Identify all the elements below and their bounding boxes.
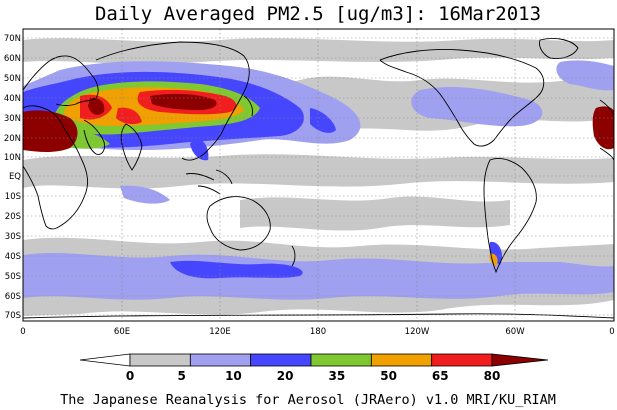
colorbar-swatch — [491, 353, 549, 367]
asia-coast — [95, 41, 250, 161]
lat-label: 30N — [4, 114, 21, 124]
colorbar-swatch — [79, 353, 131, 367]
lon-label: 60W — [505, 327, 525, 337]
colorbar-swatch — [129, 353, 191, 367]
lat-label: 20N — [4, 134, 21, 144]
europe-coast — [23, 55, 99, 106]
lat-label: 60S — [5, 292, 21, 302]
greenland-coast — [539, 37, 579, 59]
indonesia-coast — [185, 169, 233, 195]
map-title: Daily Averaged PM2.5 [ug/m3]: 16Mar2013 — [95, 3, 541, 25]
lat-label: 50S — [5, 272, 21, 282]
lat-lon-gridlines — [23, 29, 614, 321]
colorbar-swatch — [370, 353, 433, 367]
colorbar-swatch — [189, 353, 252, 367]
lat-label: 40N — [4, 94, 21, 104]
colorbar-swatches — [79, 353, 549, 367]
australia-coast — [206, 196, 271, 251]
lon-label: 0 — [609, 327, 614, 337]
lat-label: 10N — [4, 153, 21, 163]
japan-coast — [243, 95, 253, 117]
lat-label: 30S — [5, 232, 21, 242]
colorbar-tick-label: 35 — [329, 369, 346, 383]
colorbar-labels: 0 5 10 20 35 50 65 80 — [126, 369, 501, 383]
lat-label: 50N — [4, 74, 21, 84]
north-america-coast — [379, 49, 545, 147]
lat-axis: 70N 60N 50N 40N 30N 20N 10N EQ 10S 20S 3… — [4, 34, 21, 321]
lat-label: EQ — [9, 172, 21, 182]
arabia-coast — [83, 119, 105, 155]
map-plot-area — [23, 29, 614, 321]
lat-label: 70S — [5, 311, 21, 321]
colorbar-tick-label: 65 — [432, 369, 449, 383]
lat-label: 70N — [4, 34, 21, 44]
antarctica-coast — [23, 313, 614, 319]
lat-label: 60N — [4, 54, 21, 64]
colorbar-tick-label: 80 — [484, 369, 501, 383]
colorbar-swatch — [250, 353, 312, 367]
credit-line: The Japanese Reanalysis for Aerosol (JRA… — [60, 392, 556, 408]
lat-label: 40S — [5, 252, 21, 262]
africa-coast-east-edge — [599, 99, 614, 161]
africa-coast — [23, 105, 89, 230]
pm25-darkred-field — [23, 93, 614, 152]
lon-label: 0 — [20, 327, 25, 337]
lon-label: 60E — [114, 327, 130, 337]
lat-label: 10S — [5, 192, 21, 202]
colorbar-tick-label: 50 — [380, 369, 397, 383]
colorbar-tick-label: 5 — [178, 369, 186, 383]
coastlines — [23, 37, 614, 319]
lat-label: 20S — [5, 212, 21, 222]
lon-label: 120E — [209, 327, 231, 337]
map-frame — [22, 28, 615, 322]
colorbar-tick-label: 20 — [277, 369, 294, 383]
lon-label: 120W — [405, 327, 430, 337]
colorbar-tick-label: 10 — [225, 369, 242, 383]
colorbar-swatch — [310, 353, 372, 367]
lon-label: 180 — [310, 327, 326, 337]
colorbar-swatch — [431, 353, 493, 367]
colorbar-tick-label: 0 — [126, 369, 134, 383]
lon-axis: 0 60E 120E 180 120W 60W 0 — [20, 327, 614, 337]
colorbar: 0 5 10 20 35 50 65 80 — [79, 353, 549, 383]
